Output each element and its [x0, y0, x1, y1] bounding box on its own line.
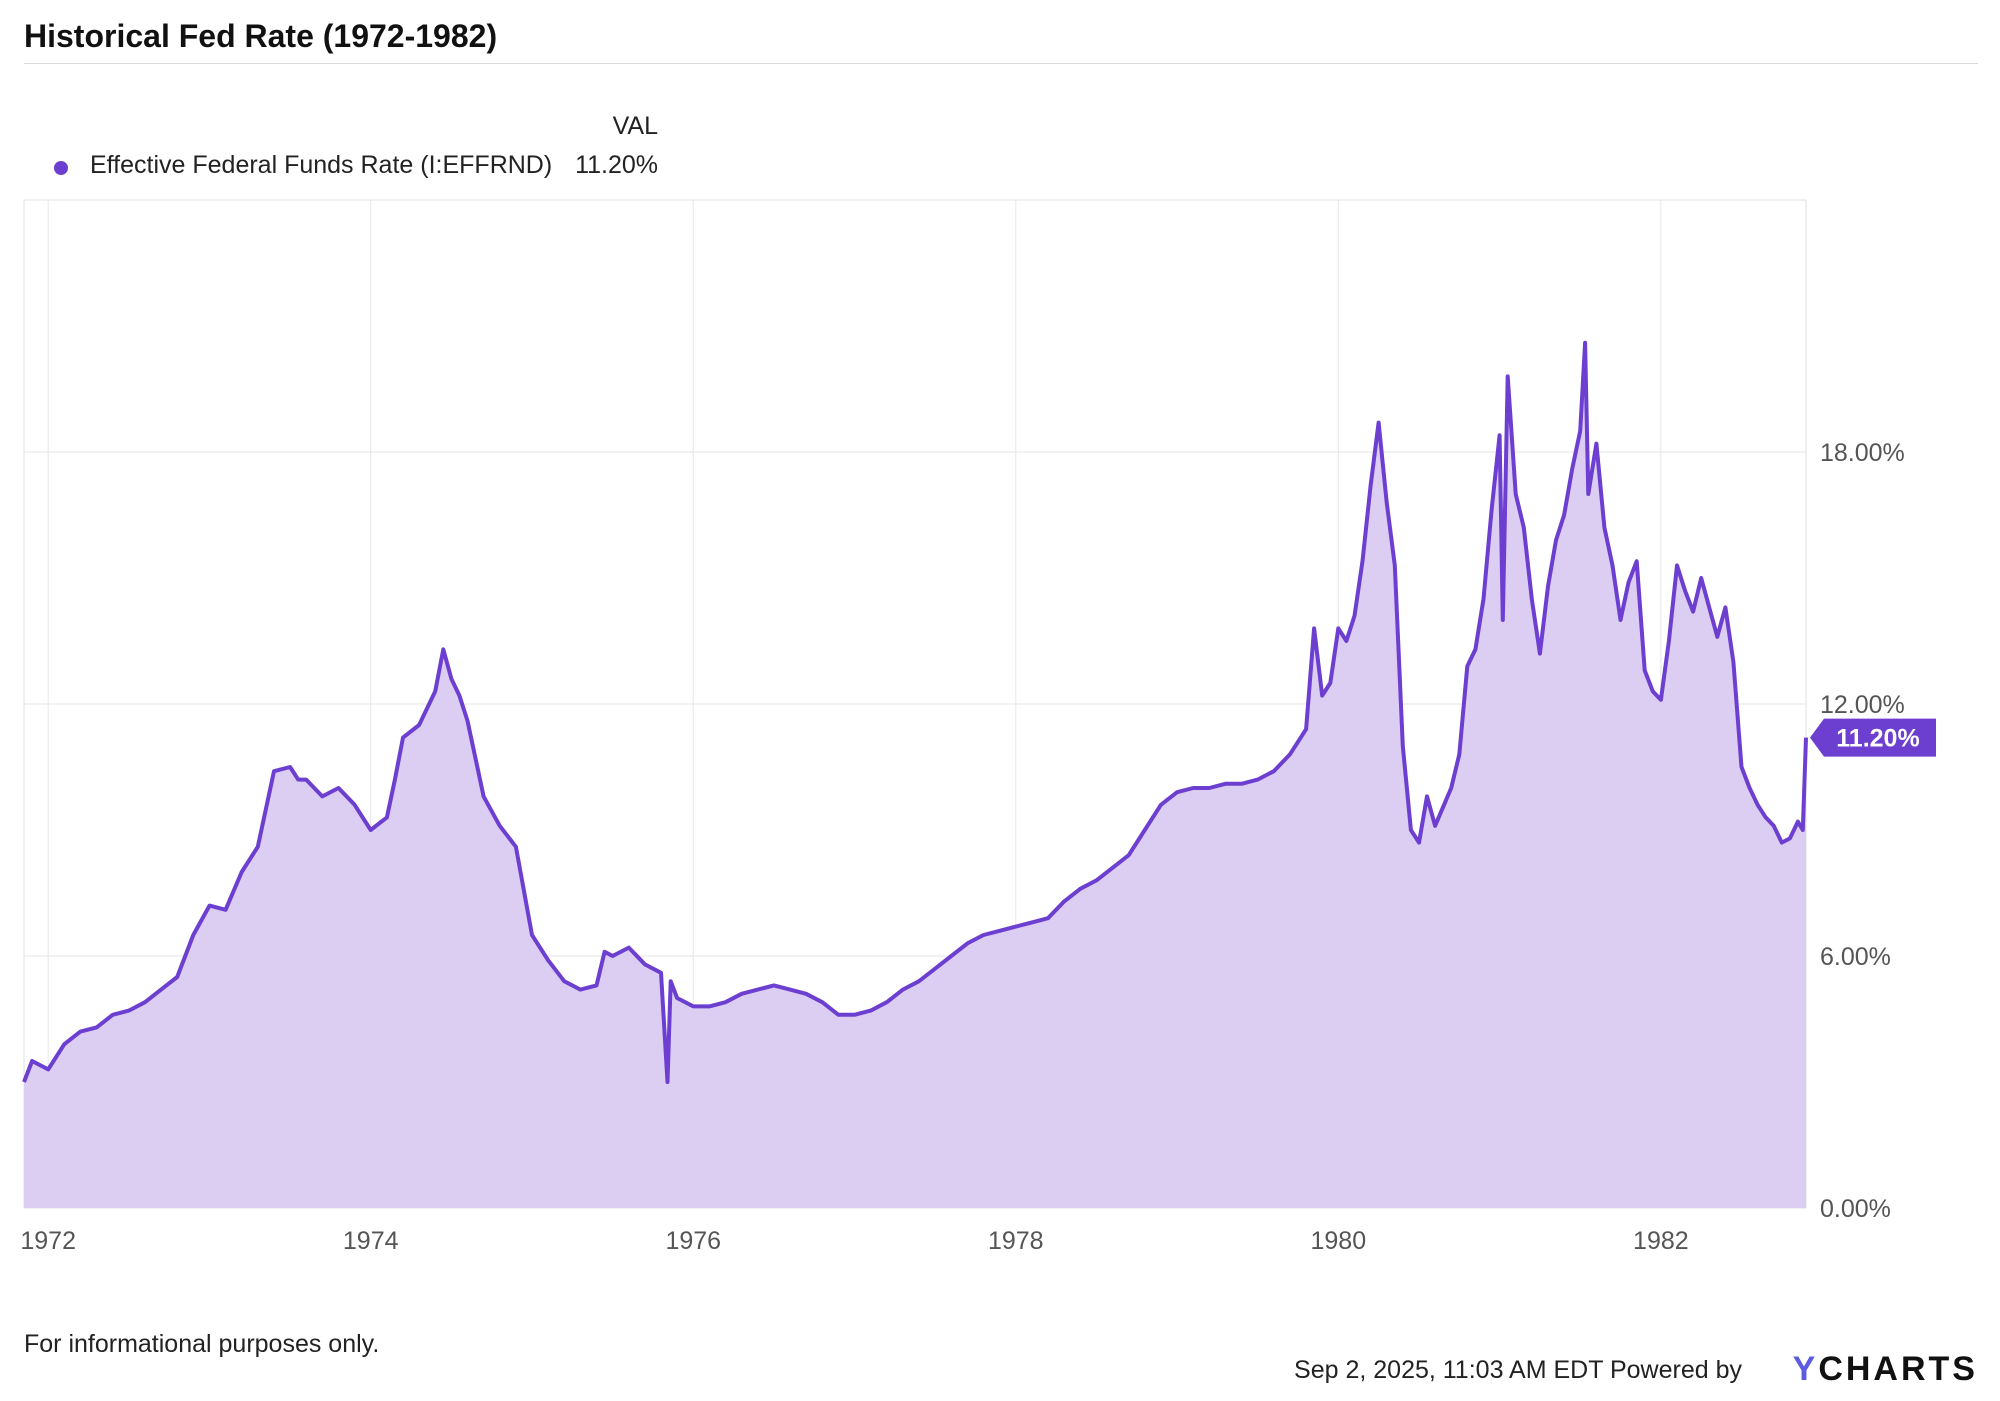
- ycharts-logo[interactable]: YCHARTS: [1793, 1350, 1978, 1389]
- brand-y: Y: [1792, 1350, 1819, 1388]
- legend-series-dot: [54, 161, 68, 175]
- legend-series-name[interactable]: Effective Federal Funds Rate (I:EFFRND): [90, 151, 553, 179]
- y-tick-label: 12.00%: [1820, 691, 1905, 719]
- x-tick-label: 1974: [343, 1227, 399, 1255]
- timestamp-text: Sep 2, 2025, 11:03 AM EDT Powered by: [1294, 1356, 1742, 1384]
- x-tick-label: 1978: [988, 1227, 1044, 1255]
- chart-title: Historical Fed Rate (1972-1982): [24, 18, 498, 54]
- x-tick-label: 1976: [665, 1227, 721, 1255]
- y-tick-label: 0.00%: [1820, 1195, 1891, 1223]
- series-area-fill: [24, 342, 1806, 1208]
- disclaimer-text: For informational purposes only.: [24, 1330, 380, 1358]
- brand-rest: CHARTS: [1818, 1350, 1978, 1388]
- title-divider: [24, 63, 1978, 64]
- last-value-label: 11.20%: [1836, 725, 1919, 753]
- y-tick-label: 6.00%: [1820, 943, 1891, 971]
- x-tick-label: 1980: [1311, 1227, 1367, 1255]
- x-tick-label: 1982: [1633, 1227, 1689, 1255]
- last-value-flag: [1810, 718, 1936, 757]
- y-tick-label: 18.00%: [1820, 439, 1905, 467]
- x-tick-label: 1972: [20, 1227, 76, 1255]
- series-line: [22, 340, 1808, 1084]
- legend-series-value: 11.20%: [575, 151, 658, 179]
- legend-value-header: VAL: [612, 112, 658, 140]
